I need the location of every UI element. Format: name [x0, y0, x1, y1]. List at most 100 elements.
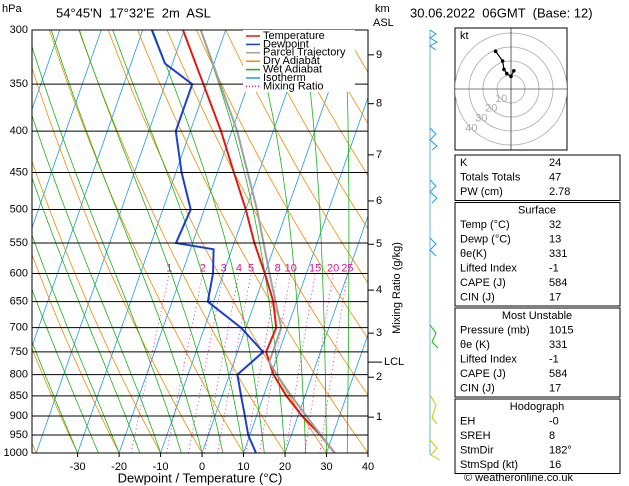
row-label: StmDir [460, 444, 494, 456]
x-tick-label: -30 [70, 461, 86, 473]
isotherm [118, 30, 268, 453]
profile-line [199, 30, 336, 453]
km-tick-label: 2 [376, 371, 382, 383]
km-tick-label: 8 [376, 98, 382, 110]
row-value: 331 [549, 248, 567, 260]
mixing-ratio-line [285, 273, 316, 453]
hodograph-ring-label: 30 [475, 113, 487, 125]
row-label: CAPE (J) [460, 368, 506, 380]
y-tick-label: 350 [10, 78, 28, 90]
x-tick-label: 40 [362, 461, 374, 473]
isotherm [326, 333, 368, 453]
isotherm [32, 30, 144, 348]
isotherm [35, 30, 185, 453]
barb [429, 324, 439, 349]
hpa-label: hPa [2, 3, 22, 15]
hodograph-point [502, 67, 506, 72]
y-tick-label: 800 [10, 369, 28, 381]
row-value: 8 [549, 430, 555, 442]
row-label: Dewp (°C) [460, 233, 511, 245]
km-tick-label: 4 [376, 284, 382, 296]
row-value: 182° [549, 444, 572, 456]
barb [429, 29, 439, 51]
legend-entry: Wet Adiabat [263, 64, 322, 76]
row-label: Lifted Index [460, 353, 517, 365]
x-tick-label: 20 [279, 461, 291, 473]
mixing-ratio-line [319, 273, 348, 453]
x-tick-label: -20 [111, 461, 127, 473]
row-value: 584 [549, 277, 567, 289]
section-title: Hodograph [510, 401, 564, 413]
mixing-ratio-label: 8 [275, 262, 281, 274]
hodograph-ring-label: 40 [465, 122, 477, 134]
hodograph-point [512, 69, 516, 73]
row-label: StmSpd (kt) [460, 459, 518, 471]
km-tick-label: 6 [376, 195, 382, 207]
y-tick-label: 750 [10, 346, 28, 358]
isotherm [243, 96, 368, 453]
legend-entry: Isotherm [263, 72, 306, 84]
asl-label: ASL [373, 17, 394, 29]
hodograph-unit: kt [460, 30, 469, 42]
indices-table: K 24 Totals Totals 47 PW (cm) 2.78 Surface Temp… [454, 154, 621, 474]
section-box [454, 307, 621, 398]
mixing-ratio-line [304, 273, 334, 453]
row-value: 24 [549, 157, 561, 169]
wet-adiabat [32, 340, 78, 453]
isotherm [201, 30, 351, 453]
hodograph-ring-label: 20 [485, 103, 497, 115]
dry-adiabat [254, 30, 368, 230]
mixing-ratio-label: 5 [248, 262, 254, 274]
mixing-ratio-label: 15 [309, 262, 321, 274]
mixing-ratio-line [188, 273, 224, 453]
barb [429, 439, 441, 461]
row-label: θe(K) [460, 248, 487, 260]
plot-frame [31, 29, 369, 454]
row-value: 1015 [549, 324, 573, 336]
x-tick-label: -10 [153, 461, 169, 473]
mixing-ratio-line [204, 273, 240, 453]
km-tick-label: 7 [376, 149, 382, 161]
legend-entry: Dry Adiabat [263, 55, 320, 67]
wind-barbs [429, 29, 441, 461]
copyright: © weatheronline.co.uk [464, 472, 574, 484]
y-tick-label: 550 [10, 237, 28, 249]
row-value: 17 [549, 382, 561, 394]
y-tick-label: 300 [10, 24, 28, 36]
row-value: 17 [549, 291, 561, 303]
lcl-label: LCL [384, 356, 404, 368]
row-value: 584 [549, 368, 567, 380]
section-box [454, 398, 621, 474]
section-box [454, 154, 621, 201]
row-value: 16 [549, 459, 561, 471]
mixing-ratio-label: 25 [341, 262, 353, 274]
mixing-ratio-label: Mixing Ratio (g/kg) [391, 242, 403, 334]
hodograph-point [500, 59, 505, 63]
dry-adiabat [225, 30, 368, 284]
x-tick-label: 30 [320, 461, 332, 473]
row-label: Pressure (mb) [460, 324, 530, 336]
row-value: 2.78 [549, 186, 570, 198]
y-tick-label: 400 [10, 125, 28, 137]
row-label: PW (cm) [460, 186, 503, 198]
isotherm [284, 214, 368, 453]
y-tick-label: 500 [10, 203, 28, 215]
y-tick-label: 1000 [4, 447, 28, 459]
y-tick-label: 600 [10, 267, 28, 279]
barb [429, 179, 438, 204]
axes: 1 2 3 4 5 8 10 15 20 2530035040045050055060065070… [4, 24, 405, 473]
barb [429, 127, 438, 151]
mixing-ratio-label: 20 [327, 262, 339, 274]
y-tick-label: 650 [10, 296, 28, 308]
row-label: SREH [460, 430, 491, 442]
mixing-ratio-line [166, 273, 204, 453]
isotherm [32, 30, 61, 111]
section-title: Most Unstable [502, 310, 572, 322]
km-tick-label: 5 [376, 238, 382, 250]
barb [429, 237, 437, 257]
row-value: 32 [549, 219, 561, 231]
row-label: Totals Totals [460, 171, 521, 183]
